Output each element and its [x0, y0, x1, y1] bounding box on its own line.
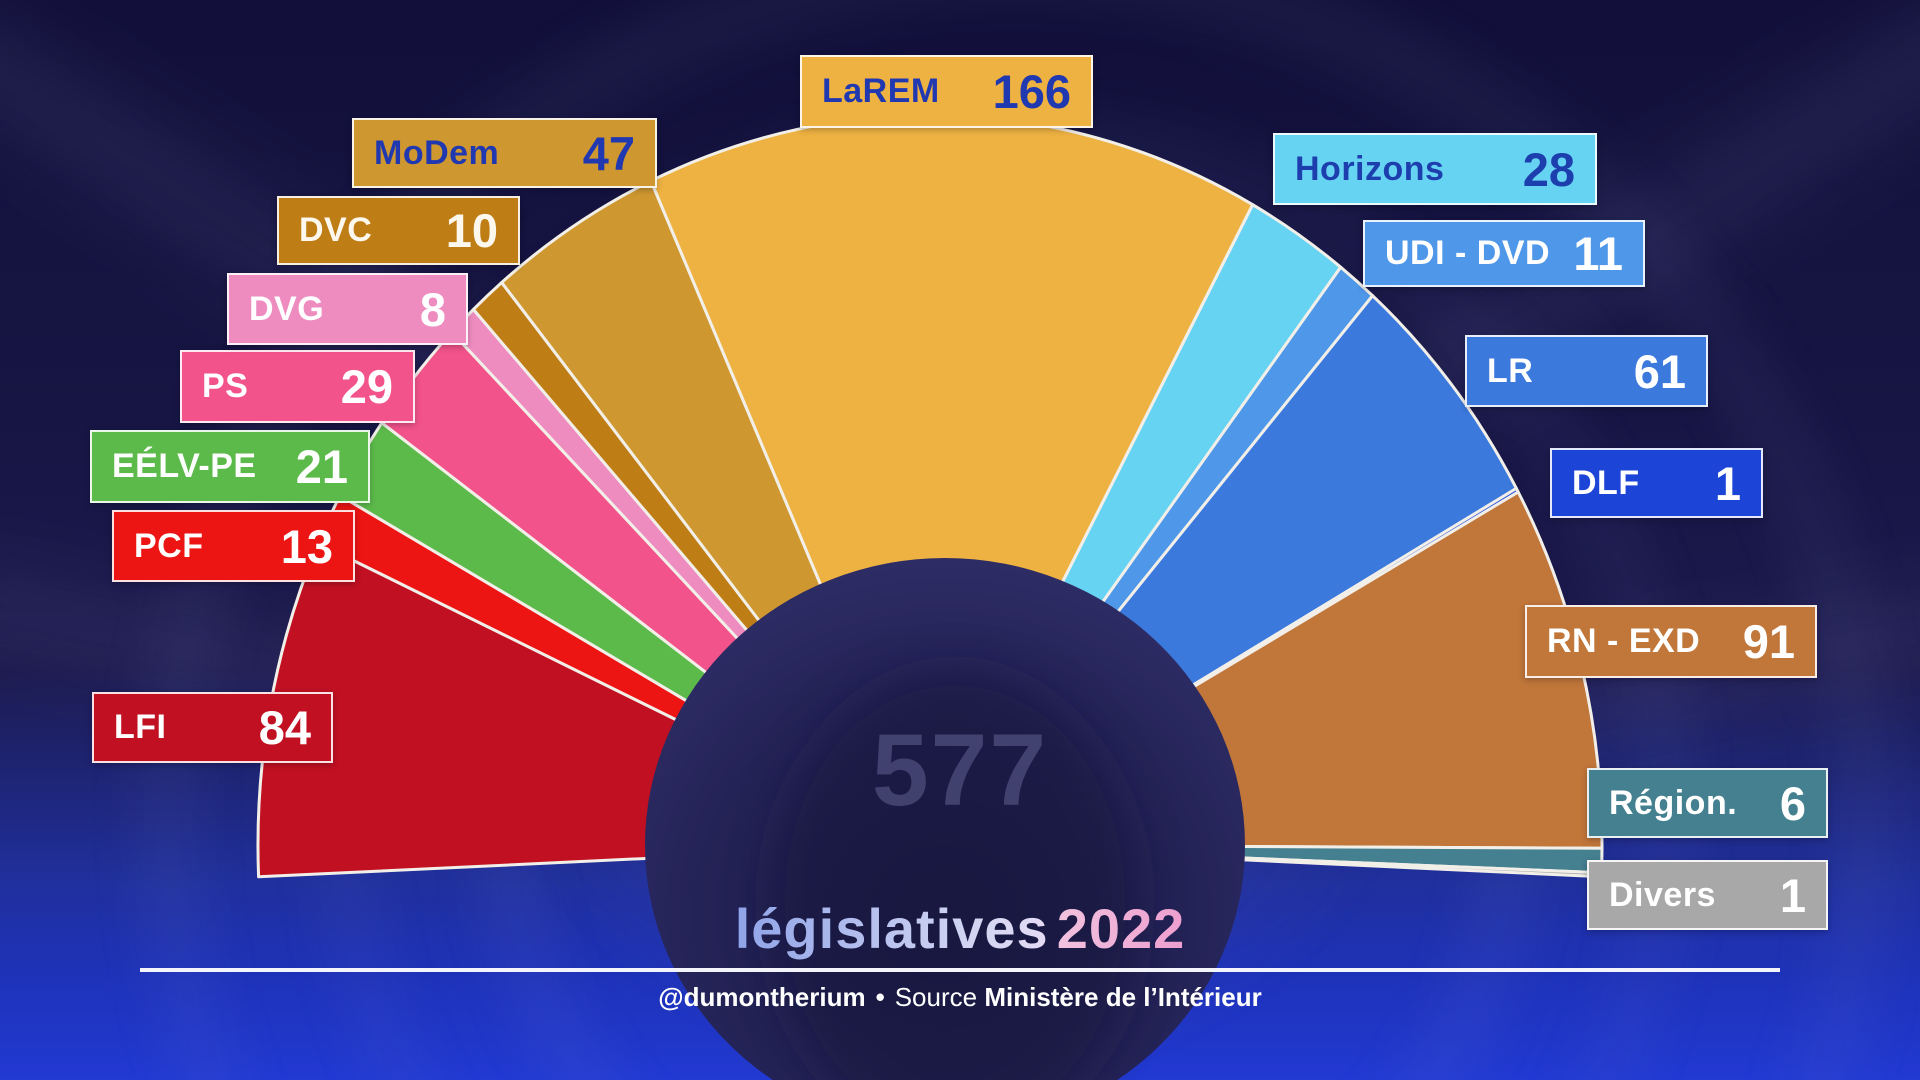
party-name: DVG	[249, 289, 325, 328]
label-dvg: DVG 8	[227, 273, 468, 345]
chart-title: législatives 2022	[0, 896, 1920, 961]
party-name: LR	[1487, 351, 1534, 390]
label-larem: LaREM 166	[800, 55, 1093, 128]
label-lr: LR 61	[1465, 335, 1708, 407]
label-pcf: PCF 13	[112, 510, 355, 582]
party-seat-count: 11	[1573, 227, 1623, 280]
party-name: MoDem	[374, 133, 500, 172]
label-rn-exd: RN - EXD 91	[1525, 605, 1817, 678]
party-name: Région.	[1609, 783, 1738, 822]
party-seat-count: 1	[1779, 868, 1806, 922]
party-seat-count: 21	[295, 440, 348, 493]
party-name: PS	[202, 367, 249, 405]
party-seat-count: 8	[419, 282, 446, 336]
label-horizons: Horizons 28	[1273, 133, 1597, 205]
party-name: Divers	[1609, 875, 1716, 914]
label-dvc: DVC 10	[277, 196, 520, 265]
bullet-separator: •	[875, 982, 885, 1012]
dome-arch-shadow	[770, 670, 1140, 1080]
party-seat-count: 84	[258, 701, 311, 754]
party-name: RN - EXD	[1547, 622, 1701, 660]
label-dlf: DLF 1	[1550, 448, 1763, 518]
party-name: UDI - DVD	[1385, 234, 1551, 272]
credit-line: @dumontherium • Source Ministère de l’Inté…	[0, 982, 1920, 1013]
label-region: Région. 6	[1587, 768, 1828, 838]
label-ps: PS 29	[180, 350, 415, 423]
source-prefix: Source	[894, 982, 978, 1012]
party-seat-count: 28	[1522, 142, 1575, 196]
party-seat-count: 29	[340, 360, 393, 413]
party-name: LFI	[114, 708, 167, 746]
total-seats-watermark: 577	[871, 713, 1049, 827]
party-name: DVC	[299, 211, 373, 249]
label-modem: MoDem 47	[352, 118, 657, 188]
party-name: EÉLV-PE	[112, 447, 257, 485]
party-seat-count: 91	[1742, 615, 1795, 668]
footer-divider	[140, 968, 1780, 972]
party-name: PCF	[134, 526, 204, 565]
party-seat-count: 6	[1779, 776, 1806, 830]
source-name: Ministère de l’Intérieur	[984, 982, 1262, 1012]
chart-title-year: 2022	[1056, 897, 1186, 960]
party-seat-count: 166	[992, 65, 1071, 118]
party-seat-count: 61	[1633, 344, 1686, 398]
party-seat-count: 47	[582, 126, 635, 180]
label-divers: Divers 1	[1587, 860, 1828, 930]
party-name: DLF	[1572, 463, 1640, 502]
chart-title-word: législatives	[735, 897, 1057, 960]
label-udi-dvd: UDI - DVD 11	[1363, 220, 1645, 287]
party-name: LaREM	[822, 72, 940, 110]
label-lfi: LFI 84	[92, 692, 333, 763]
party-seat-count: 13	[280, 519, 333, 573]
party-seat-count: 1	[1714, 456, 1741, 510]
label-eelv-pe: EÉLV-PE 21	[90, 430, 370, 503]
party-seat-count: 10	[445, 204, 498, 257]
author-handle: @dumontherium	[658, 982, 866, 1012]
party-name: Horizons	[1295, 149, 1445, 188]
